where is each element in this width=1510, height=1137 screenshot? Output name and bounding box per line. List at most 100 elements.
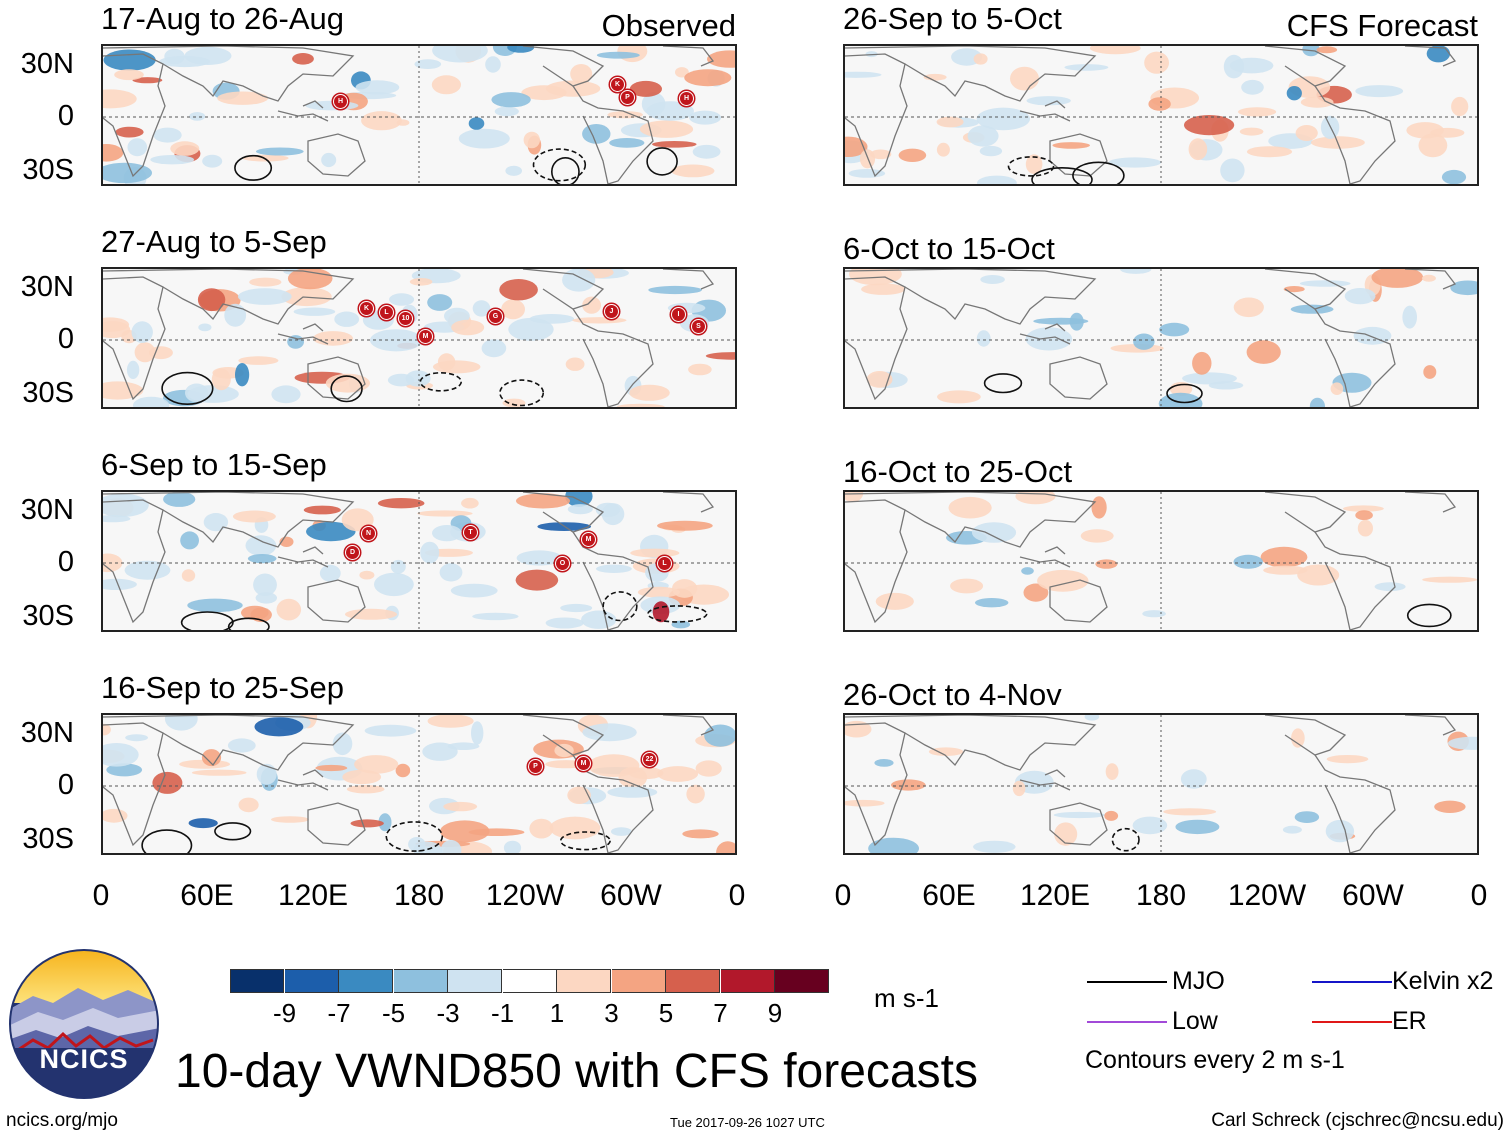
anomaly-blob bbox=[1084, 715, 1100, 721]
anomaly-blob bbox=[341, 508, 374, 532]
anomaly-blob bbox=[628, 767, 664, 780]
coastline bbox=[845, 715, 1097, 771]
coastline bbox=[302, 323, 324, 332]
colorbar-swatch bbox=[502, 969, 557, 993]
anomaly-blob bbox=[686, 784, 705, 804]
anomaly-blob bbox=[1355, 510, 1373, 521]
coastline bbox=[662, 492, 715, 513]
anomaly-blob bbox=[164, 715, 198, 731]
anomaly-blob bbox=[494, 106, 519, 117]
anomaly-blob bbox=[440, 839, 462, 853]
anomaly-blob bbox=[1260, 546, 1308, 568]
anomaly-blob bbox=[501, 299, 525, 320]
anomaly-blob bbox=[235, 363, 250, 387]
mjo-contour bbox=[1007, 156, 1055, 177]
anomaly-blob bbox=[716, 841, 735, 853]
anomaly-blob bbox=[468, 828, 525, 836]
anomaly-blob bbox=[472, 612, 519, 621]
anomaly-blob bbox=[103, 49, 156, 71]
anomaly-blob bbox=[148, 346, 173, 360]
coastline bbox=[1314, 754, 1396, 853]
anomaly-blob bbox=[567, 786, 591, 804]
anomaly-blob bbox=[126, 360, 140, 379]
anomaly-blob bbox=[103, 381, 144, 400]
coastline bbox=[277, 779, 329, 791]
anomaly-blob bbox=[516, 550, 563, 566]
anomaly-map: M G S L K 10 J I bbox=[101, 267, 737, 409]
coastline bbox=[522, 715, 605, 756]
anomaly-map bbox=[843, 490, 1479, 632]
anomaly-blob bbox=[1180, 769, 1207, 789]
anomaly-blob bbox=[1192, 351, 1212, 375]
coastline bbox=[572, 531, 654, 630]
lon-label: 120W bbox=[485, 879, 565, 912]
anomaly-blob bbox=[131, 321, 153, 343]
mjo-contour bbox=[214, 822, 252, 841]
colorbar-swatch bbox=[230, 969, 284, 993]
anomaly-blob bbox=[319, 564, 341, 582]
lon-label: 0 bbox=[834, 879, 852, 912]
anomaly-blob bbox=[866, 371, 893, 388]
anomaly-blob bbox=[315, 764, 348, 772]
coastline bbox=[307, 579, 366, 623]
mjo-contour bbox=[1406, 603, 1452, 628]
mjo-contour bbox=[532, 148, 587, 182]
anomaly-blob bbox=[150, 155, 195, 165]
anomaly-blob bbox=[1223, 54, 1244, 79]
anomaly-blob bbox=[432, 46, 488, 63]
coastline bbox=[307, 356, 366, 400]
anomaly-blob bbox=[245, 535, 277, 556]
anomaly-blob bbox=[652, 601, 670, 623]
coastline bbox=[845, 269, 1097, 325]
map-canvas bbox=[103, 46, 735, 184]
lon-label: 120E bbox=[277, 879, 349, 912]
anomaly-blob bbox=[1291, 728, 1305, 748]
anomaly-blob bbox=[153, 127, 182, 143]
anomaly-blob bbox=[505, 165, 522, 176]
lat-label: 30S bbox=[22, 823, 74, 855]
coastline bbox=[845, 276, 908, 401]
anomaly-blob bbox=[332, 732, 353, 756]
colorbar-swatch bbox=[611, 969, 666, 993]
anomaly-blob bbox=[334, 311, 360, 327]
mjo-contour bbox=[141, 829, 193, 853]
anomaly-blob bbox=[1282, 825, 1302, 834]
colorbar-swatch bbox=[720, 969, 775, 993]
period-label: 17-Aug to 26-Aug bbox=[101, 1, 345, 36]
anomaly-blob bbox=[639, 120, 694, 138]
anomaly-blob bbox=[1300, 96, 1334, 108]
anomaly-blob bbox=[124, 560, 171, 580]
anomaly-blob bbox=[1355, 85, 1404, 98]
anomaly-blob bbox=[1343, 505, 1384, 512]
anomaly-blob bbox=[378, 813, 392, 832]
anomaly-blob bbox=[202, 154, 223, 168]
lat-label: 0 bbox=[57, 769, 74, 801]
anomaly-blob bbox=[255, 147, 304, 156]
anomaly-blob bbox=[1450, 280, 1477, 296]
anomaly-blob bbox=[611, 827, 632, 836]
anomaly-blob bbox=[276, 598, 302, 621]
coastline bbox=[302, 100, 324, 109]
anomaly-blob bbox=[152, 771, 183, 794]
anomaly-blob bbox=[1246, 340, 1281, 364]
anomaly-blob bbox=[238, 797, 259, 813]
legend-label-mjo: MJO bbox=[1172, 967, 1225, 995]
colorbar-tick-label: 9 bbox=[767, 998, 783, 1028]
storm-marker: S bbox=[691, 319, 706, 334]
anomaly-blob bbox=[458, 128, 510, 149]
coastline bbox=[845, 492, 1097, 548]
mjo-contour bbox=[983, 373, 1023, 394]
anomaly-blob bbox=[472, 300, 491, 317]
coastline bbox=[103, 722, 166, 847]
anomaly-blob bbox=[1434, 800, 1466, 813]
storm-marker: P bbox=[528, 759, 543, 774]
anomaly-blob bbox=[1290, 304, 1334, 314]
anomaly-blob bbox=[271, 385, 301, 404]
anomaly-blob bbox=[1053, 811, 1106, 819]
anomaly-blob bbox=[255, 592, 277, 604]
site-link[interactable]: ncics.org/mjo bbox=[6, 1110, 118, 1131]
coastline bbox=[302, 546, 324, 555]
anomaly-blob bbox=[1220, 158, 1245, 183]
coastline bbox=[572, 308, 654, 407]
anomaly-blob bbox=[203, 513, 229, 532]
